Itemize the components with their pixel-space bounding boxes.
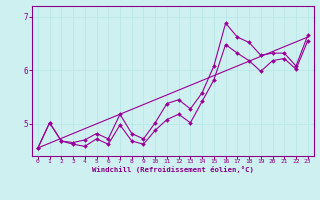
X-axis label: Windchill (Refroidissement éolien,°C): Windchill (Refroidissement éolien,°C)	[92, 166, 254, 173]
